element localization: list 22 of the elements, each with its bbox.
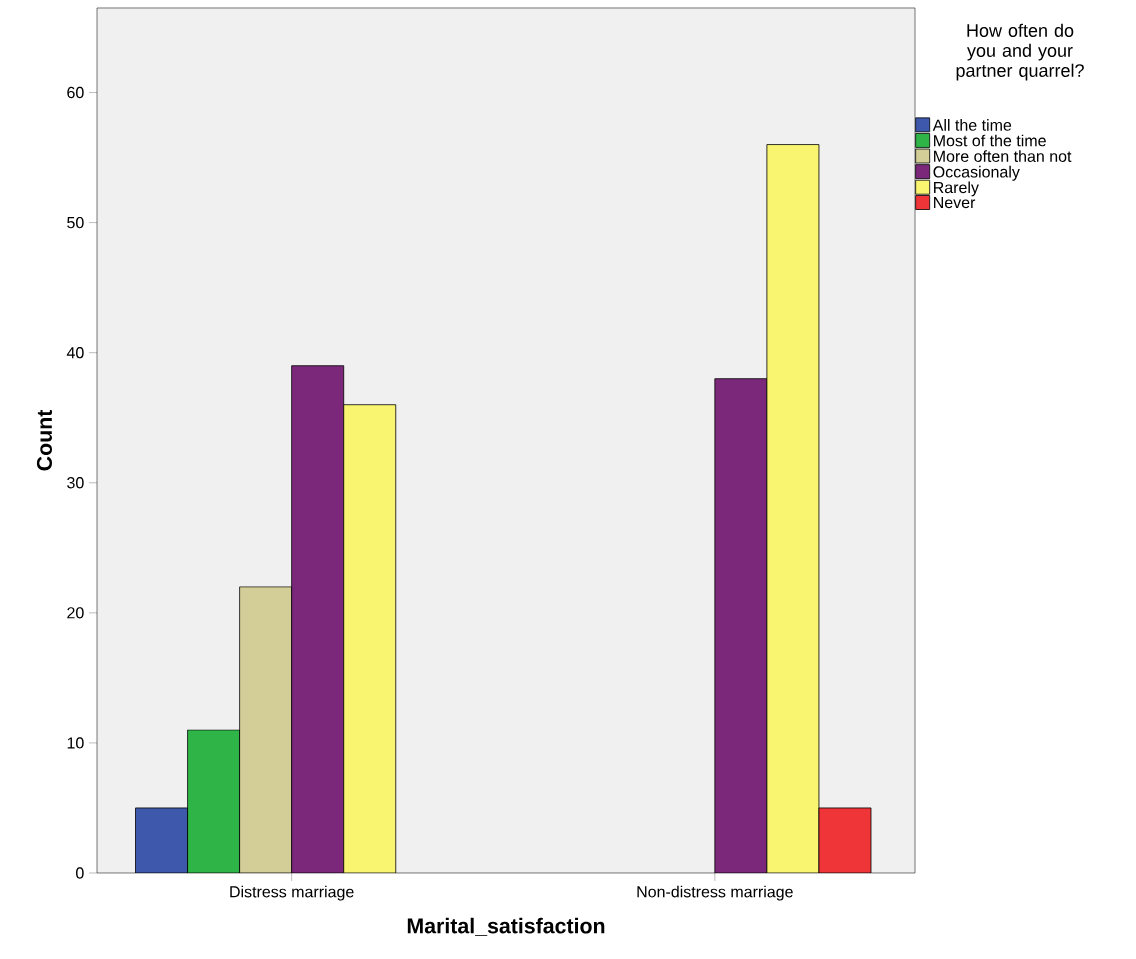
legend-label: Occasionaly <box>933 165 1020 181</box>
y-tick-label: 60 <box>67 86 84 99</box>
y-axis-title: Count <box>36 409 53 471</box>
legend-label: More often than not <box>934 150 1072 162</box>
legend-label: Rarely <box>934 181 979 197</box>
bar <box>343 404 397 873</box>
bar <box>766 144 820 873</box>
y-tick-label: 30 <box>67 477 84 489</box>
y-tick-label: 50 <box>67 216 84 229</box>
bar <box>714 378 768 873</box>
x-tick-label: Non-distress marriage <box>637 885 793 901</box>
x-axis-title: Marital_satisfaction <box>407 917 605 936</box>
legend-label: Never <box>934 197 976 209</box>
y-tick-label: 20 <box>67 607 84 619</box>
x-tick-label: Distress marriage <box>230 885 354 901</box>
bar <box>291 365 345 873</box>
y-tick-label: 0 <box>76 867 84 879</box>
legend-label: All the time <box>932 119 1012 131</box>
legend-title: How often do you and your partner quarrel? <box>956 23 1084 81</box>
legend-label: Most of the time <box>934 134 1046 147</box>
y-tick-label: 40 <box>66 347 84 359</box>
y-tick-label: 10 <box>67 737 84 749</box>
